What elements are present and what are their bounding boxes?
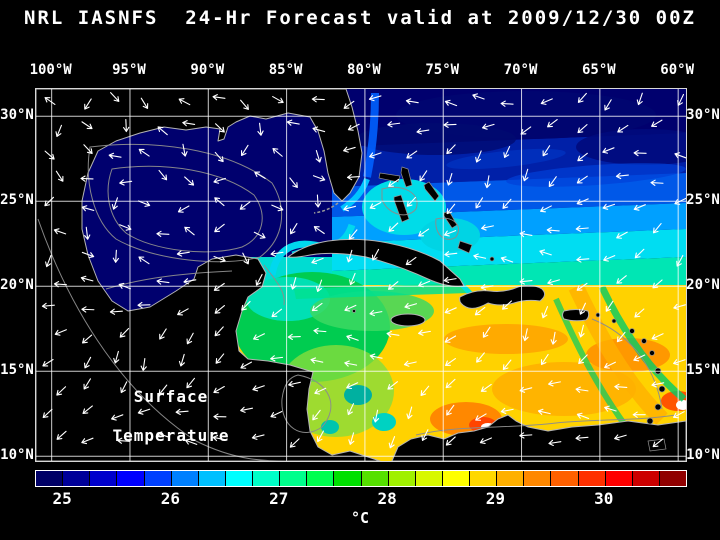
colorbar-unit-label: °C xyxy=(350,509,370,527)
colorbar-tick-label: 28 xyxy=(377,489,397,508)
lon-tick-label: 95°W xyxy=(112,62,146,78)
colorbar-tick-label: 25 xyxy=(52,489,72,508)
lon-tick-label: 85°W xyxy=(268,62,303,78)
colorbar-segment xyxy=(90,471,118,486)
colorbar-segment xyxy=(36,471,64,486)
colorbar-segment xyxy=(415,471,443,486)
grid-lines xyxy=(36,89,686,461)
colorbar-tick-label: 26 xyxy=(160,489,181,508)
colorbar-segment xyxy=(225,471,253,486)
colorbar-segment xyxy=(442,471,470,486)
lat-tick-label-right: 10°N xyxy=(686,447,720,464)
land-cayman xyxy=(352,309,356,313)
current-vectors xyxy=(41,92,686,449)
colorbar-segment xyxy=(117,471,145,486)
annotation-surface: Surface xyxy=(133,387,209,406)
figure-title: NRL IASNFS 24-Hr Forecast valid at 2009/… xyxy=(24,7,696,29)
colorbar-segment xyxy=(632,471,660,486)
lat-tick-label-right: 15°N xyxy=(686,362,720,379)
colorbar-tick-label: 27 xyxy=(269,489,289,508)
colorbar-segment xyxy=(334,471,362,486)
lon-tick-label: 60°W xyxy=(660,62,695,78)
lon-tick-label: 65°W xyxy=(581,62,616,78)
colorbar-segment xyxy=(551,471,579,486)
colorbar-tick-label: 29 xyxy=(485,489,506,508)
colorbar-segment xyxy=(144,471,172,486)
colorbar-segment xyxy=(388,471,416,486)
lon-tick-label: 70°W xyxy=(503,62,538,78)
colorbar-segment xyxy=(578,471,606,486)
lon-tick-label: 75°W xyxy=(425,62,460,78)
lat-tick-label-left: 15°N xyxy=(0,362,34,379)
colorbar-segment xyxy=(253,471,281,486)
lat-tick-label-right: 25°N xyxy=(686,192,720,209)
lon-tick-label: 90°W xyxy=(190,62,225,78)
lat-tick-label-left: 10°N xyxy=(0,447,34,464)
land-south-america xyxy=(391,414,686,461)
land-jamaica xyxy=(390,313,426,327)
lon-tick-label: 100°W xyxy=(29,62,72,78)
colorbar-segment xyxy=(497,471,525,486)
land-puerto-rico xyxy=(562,309,590,322)
lon-tick-label: 80°W xyxy=(347,62,381,78)
lat-tick-label-left: 25°N xyxy=(0,192,34,209)
lat-tick-label-left: 20°N xyxy=(0,277,34,294)
colorbar-segment xyxy=(63,471,91,486)
map-panel: Surface Temperature xyxy=(35,88,687,462)
colorbar-segment xyxy=(361,471,389,486)
colorbar-segment xyxy=(470,471,498,486)
annotation-temperature: Temperature xyxy=(112,426,230,445)
colorbar xyxy=(35,470,687,487)
colorbar-segment xyxy=(171,471,199,486)
lat-tick-label-left: 30°N xyxy=(0,107,34,124)
lat-tick-label-right: 30°N xyxy=(686,107,720,124)
lat-tick-label-right: 20°N xyxy=(686,277,720,294)
sst-map xyxy=(36,89,686,461)
colorbar-segment xyxy=(307,471,335,486)
florida-keys xyxy=(313,202,339,214)
colorbar-tick-label: 30 xyxy=(594,489,614,508)
land-cuba xyxy=(287,238,465,287)
colorbar-segment xyxy=(605,471,633,486)
colorbar-segment xyxy=(280,471,308,486)
land-bahamas xyxy=(378,166,495,262)
colorbar-segment xyxy=(198,471,226,486)
colorbar-segment xyxy=(524,471,552,486)
land-hispaniola xyxy=(459,284,546,309)
colorbar-segment xyxy=(659,471,686,486)
map-annotation: Surface Temperature xyxy=(66,387,276,445)
